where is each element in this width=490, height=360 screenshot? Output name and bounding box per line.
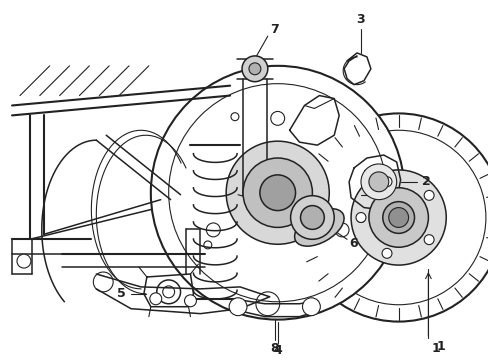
Circle shape	[249, 63, 261, 75]
Circle shape	[351, 170, 446, 265]
Text: 9: 9	[258, 193, 266, 206]
Circle shape	[294, 113, 490, 321]
Circle shape	[204, 241, 212, 249]
Circle shape	[369, 172, 389, 192]
Circle shape	[424, 235, 434, 244]
Circle shape	[243, 158, 313, 228]
Circle shape	[260, 175, 295, 211]
Text: 1: 1	[436, 340, 445, 353]
Circle shape	[242, 56, 268, 82]
Circle shape	[389, 208, 409, 228]
Text: 8: 8	[270, 342, 279, 355]
Circle shape	[302, 298, 320, 316]
Circle shape	[361, 164, 397, 200]
Circle shape	[382, 248, 392, 258]
Circle shape	[424, 190, 434, 200]
Circle shape	[357, 215, 365, 222]
Circle shape	[312, 130, 486, 305]
Circle shape	[291, 196, 334, 239]
Circle shape	[383, 202, 415, 233]
Circle shape	[185, 295, 196, 307]
Circle shape	[356, 212, 366, 222]
Text: 7: 7	[270, 23, 279, 36]
Text: 2: 2	[422, 175, 431, 188]
Text: 1: 1	[432, 342, 441, 355]
Ellipse shape	[294, 209, 344, 246]
Circle shape	[229, 298, 247, 316]
Circle shape	[300, 206, 324, 229]
Text: 3: 3	[357, 13, 366, 26]
Circle shape	[369, 188, 428, 247]
Text: 6: 6	[350, 237, 358, 250]
Circle shape	[226, 141, 329, 244]
Circle shape	[231, 113, 239, 121]
Circle shape	[151, 66, 405, 320]
Circle shape	[382, 177, 392, 186]
Circle shape	[150, 293, 162, 305]
Text: 5: 5	[117, 287, 125, 300]
Text: 4: 4	[273, 344, 282, 357]
Circle shape	[17, 254, 31, 268]
